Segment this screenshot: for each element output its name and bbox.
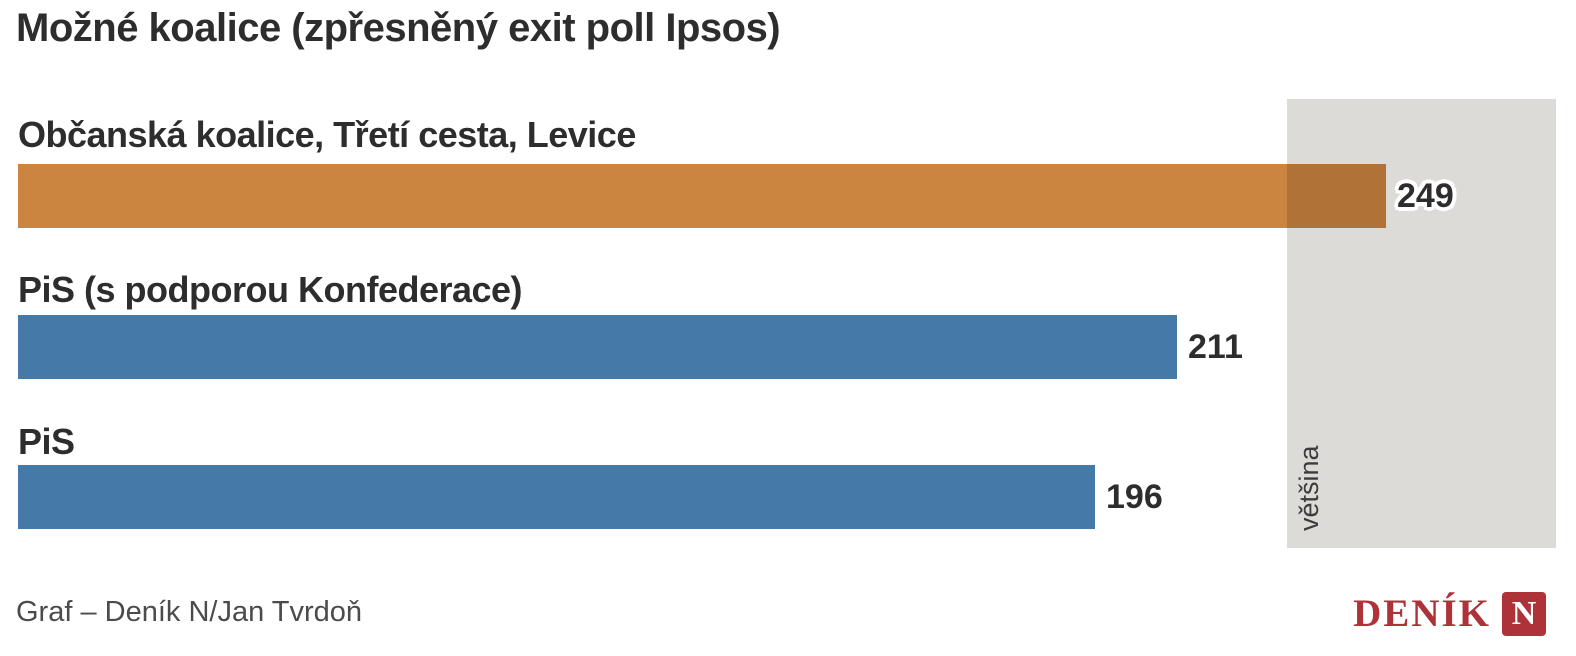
denik-logo-text: DENÍK: [1353, 592, 1491, 635]
bar-label-pis-konfederace: PiS (s podporou Konfederace): [18, 269, 523, 310]
bar-pis-konfederace: [18, 315, 1177, 379]
bar-value-pis: 196: [1106, 478, 1163, 516]
majority-label: většina: [1294, 445, 1324, 531]
bar-value-pis-konfederace: 211: [1188, 328, 1243, 366]
credit-text: Graf – Deník N/Jan Tvrdoň: [16, 596, 363, 628]
bar-pis: [18, 465, 1095, 529]
bar-label-coalition: Občanská koalice, Třetí cesta, Levice: [18, 114, 636, 155]
bar-coalition: [18, 164, 1386, 228]
page-title: Možné koalice (zpřesněný exit poll Ipsos…: [16, 6, 781, 50]
denik-logo-n-letter: N: [1511, 595, 1537, 632]
bar-value-coalition: 249: [1397, 177, 1454, 215]
denik-logo: DENÍK N: [1353, 592, 1546, 636]
bar-label-pis: PiS: [18, 421, 75, 462]
denik-logo-n-box: N: [1502, 592, 1546, 636]
